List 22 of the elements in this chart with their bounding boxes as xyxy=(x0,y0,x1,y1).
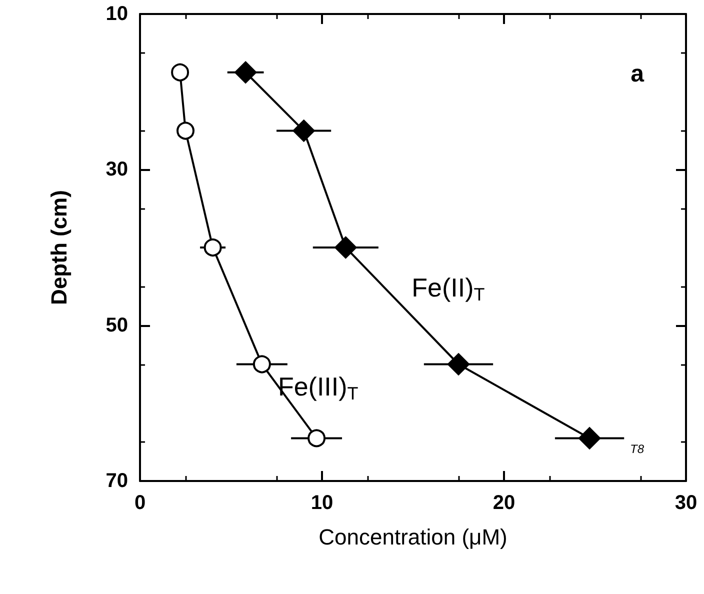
annotation: a xyxy=(630,60,645,88)
point xyxy=(234,61,257,84)
x-tick-label: 10 xyxy=(310,492,334,514)
point xyxy=(292,120,315,142)
x-tick-label: 0 xyxy=(134,492,146,514)
y-tick-label: 70 xyxy=(106,470,128,492)
point xyxy=(176,122,194,140)
point xyxy=(171,63,190,82)
annotation: T8 xyxy=(630,442,644,456)
x-tick-label: 30 xyxy=(674,492,698,514)
y-tick-label: 30 xyxy=(106,158,128,181)
y-axis-title: Depth (cm) xyxy=(46,190,72,305)
point xyxy=(448,353,470,376)
point xyxy=(204,238,222,256)
point xyxy=(578,427,601,450)
point xyxy=(308,429,326,448)
point xyxy=(334,236,357,258)
y-tick-label: 10 xyxy=(106,3,128,25)
x-axis-title: Concentration (μM) xyxy=(318,524,508,550)
point xyxy=(252,355,271,374)
y-tick-label: 50 xyxy=(106,314,128,336)
x-tick-label: 20 xyxy=(492,492,516,514)
